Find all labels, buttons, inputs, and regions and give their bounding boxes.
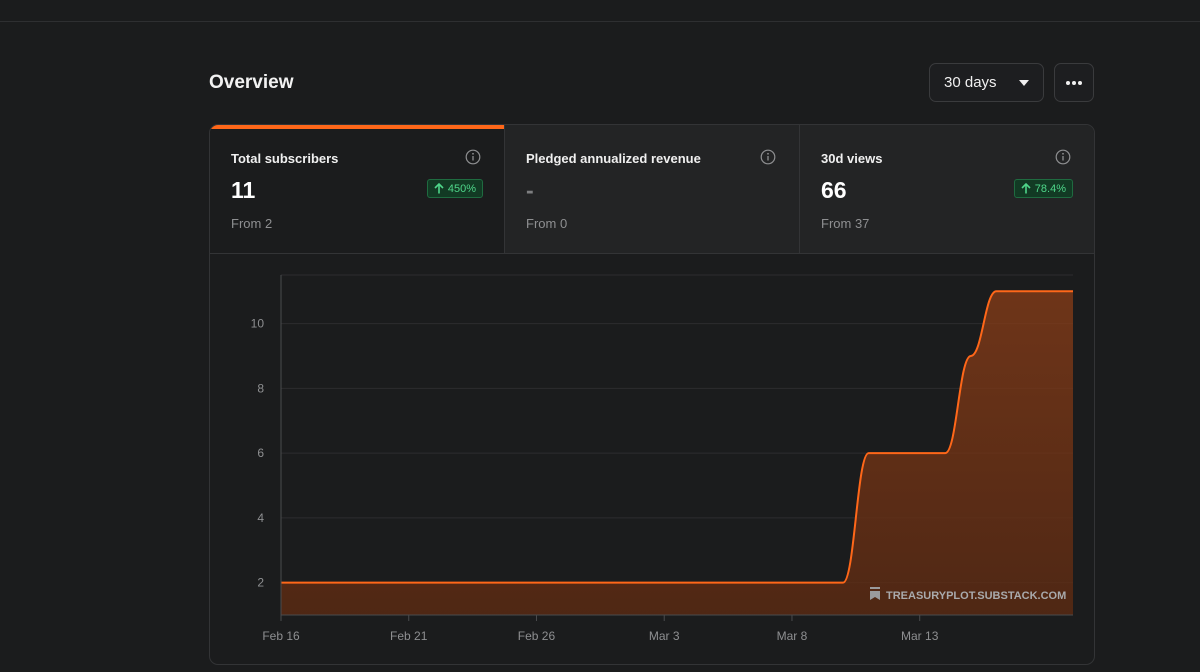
stat-value: - (526, 177, 534, 203)
x-tick-label: Feb 16 (262, 629, 300, 643)
stat-label: Total subscribers (231, 151, 339, 166)
info-icon[interactable] (760, 149, 776, 165)
watermark-text: TREASURYPLOT.SUBSTACK.COM (886, 590, 1066, 602)
y-tick-label: 4 (257, 511, 264, 525)
x-tick-label: Mar 3 (649, 629, 680, 643)
date-range-label: 30 days (944, 74, 997, 91)
top-divider (0, 21, 1200, 22)
arrow-up-icon (434, 183, 444, 194)
delta-value: 450% (447, 182, 476, 195)
stat-30d-views[interactable]: 30d views 66 78.4% From 37 (800, 125, 1094, 253)
delta-badge: 78.4% (1013, 179, 1073, 198)
x-tick-label: Mar 13 (901, 629, 939, 643)
x-tick-label: Feb 21 (390, 629, 428, 643)
more-horizontal-icon (1066, 80, 1082, 85)
stat-label: 30d views (821, 151, 883, 166)
x-tick-label: Feb 26 (518, 629, 556, 643)
info-icon[interactable] (465, 149, 481, 165)
arrow-up-icon (1021, 183, 1031, 194)
y-tick-label: 6 (257, 446, 264, 460)
y-tick-label: 2 (257, 576, 264, 590)
y-tick-label: 10 (251, 317, 265, 331)
subscribers-chart: 2 4 6 8 10 Feb 16 Feb 21 Feb 26 Mar 3 Mar 8 Mar 13… (210, 254, 1094, 664)
series-area (281, 291, 1073, 615)
delta-badge: 450% (426, 179, 483, 198)
stat-label: Pledged annualized revenue (526, 151, 701, 166)
stats-row: Total subscribers 11 450% From 2 Pledged… (210, 125, 1094, 254)
y-tick-label: 8 (257, 381, 264, 395)
x-tick-label: Mar 8 (777, 629, 808, 643)
bookmark-icon (870, 587, 880, 600)
info-icon[interactable] (1055, 149, 1071, 165)
page-title: Overview (209, 72, 294, 93)
stat-pledged-revenue[interactable]: Pledged annualized revenue - From 0 (505, 125, 800, 253)
chart-svg: 2 4 6 8 10 Feb 16 Feb 21 Feb 26 Mar 3 Mar 8 Mar 13… (251, 274, 1073, 643)
caret-down-icon (1019, 79, 1029, 86)
stat-value: 11 (231, 177, 256, 203)
stat-value: 66 (821, 177, 847, 203)
stat-total-subscribers[interactable]: Total subscribers 11 450% From 2 (210, 125, 505, 253)
overview-card: Total subscribers 11 450% From 2 Pledged… (209, 124, 1095, 665)
delta-value: 78.4% (1034, 182, 1066, 195)
stat-from: From 0 (526, 216, 568, 231)
watermark: TREASURYPLOT.SUBSTACK.COM (870, 587, 1066, 602)
series-line (281, 290, 1073, 584)
stat-from: From 2 (231, 216, 273, 231)
more-options-button[interactable] (1054, 63, 1094, 102)
date-range-select[interactable]: 30 days (929, 63, 1044, 102)
stat-from: From 37 (821, 216, 870, 231)
